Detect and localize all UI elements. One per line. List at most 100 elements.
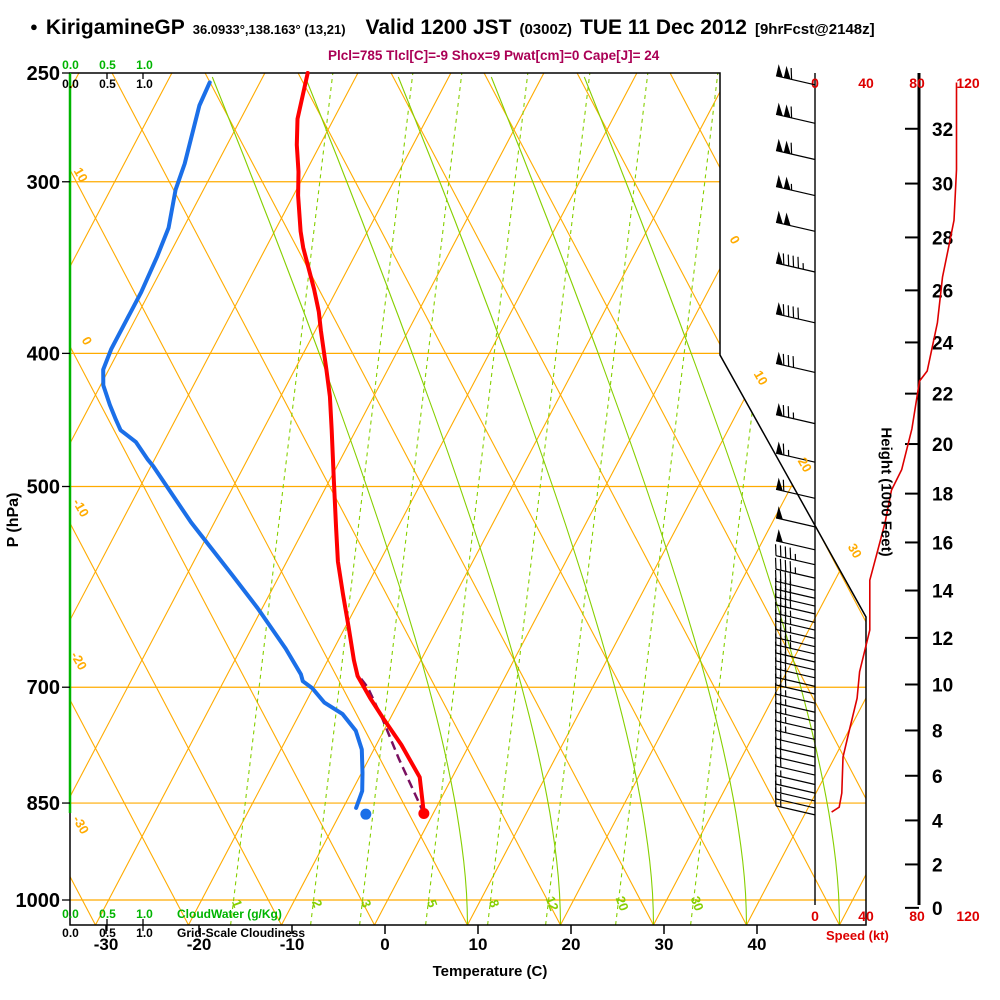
title-row: ● KirigamineGP 36.0933°,138.163° (13,21)…: [30, 16, 875, 40]
svg-text:10: 10: [469, 935, 488, 954]
valid-date: TUE 11 Dec 2012: [580, 16, 747, 39]
cloudwater-axis-label: CloudWater (g/Kg): [177, 907, 282, 921]
svg-text:10: 10: [932, 676, 953, 697]
temperature-axis-title: Temperature (C): [432, 963, 548, 980]
isotherm-label: 10: [751, 368, 771, 388]
svg-text:700: 700: [27, 677, 60, 699]
dry-adiabat-label: 10: [71, 165, 91, 185]
mixing-ratio-label: 1: [229, 897, 246, 909]
cloudwater-top-0: 0.0: [62, 58, 79, 72]
svg-text:22: 22: [932, 385, 953, 406]
dry-adiabat-label: 0: [79, 334, 96, 348]
valid-zulu: (0300Z): [519, 21, 572, 38]
cloudwater-bottom-0: 0.0: [62, 907, 79, 921]
cloudiness-axis-label: Grid-Scale Cloudiness: [177, 926, 306, 940]
background-grid: [70, 73, 866, 925]
svg-text:300: 300: [27, 172, 60, 194]
mixing-ratio-label: 3: [358, 897, 375, 909]
svg-text:0: 0: [380, 935, 389, 954]
cloudiness-top-0: 0.0: [62, 77, 79, 91]
mixing-ratio-label: 20: [613, 894, 632, 913]
pressure-axis-title: P (hPa): [5, 492, 22, 548]
svg-text:0: 0: [932, 899, 943, 920]
cloudwater-scale-top: 0.0 0.5 1.0: [52, 58, 163, 72]
svg-text:120: 120: [956, 908, 980, 924]
cloudiness-top-05: 0.5: [99, 77, 116, 91]
dry-adiabat-label: -30: [70, 813, 92, 837]
svg-text:0: 0: [811, 908, 819, 924]
temperature-curve: [294, 71, 426, 816]
dewpoint-curve: [101, 80, 365, 810]
surface-temperature-dot: [418, 807, 430, 819]
svg-text:80: 80: [909, 75, 925, 91]
svg-text:500: 500: [27, 477, 60, 499]
svg-text:30: 30: [932, 175, 953, 196]
isotherm-label: 0: [727, 233, 744, 247]
cloudwater-bottom-1: 1.0: [136, 907, 153, 921]
valid-time: Valid 1200 JST: [365, 16, 512, 39]
cloudiness-top-1: 1.0: [136, 77, 153, 91]
svg-text:400: 400: [27, 343, 60, 365]
isotherm-label: 30: [845, 541, 865, 561]
svg-text:30: 30: [655, 935, 674, 954]
speed-axis-title: Speed (kt): [826, 928, 889, 943]
svg-text:40: 40: [858, 908, 874, 924]
svg-text:120: 120: [956, 75, 980, 91]
svg-text:16: 16: [932, 533, 953, 554]
station-bullet-icon: ●: [30, 19, 38, 34]
svg-text:850: 850: [27, 793, 60, 815]
cloudiness-bottom-0: 0.0: [62, 926, 79, 940]
svg-text:0: 0: [811, 75, 819, 91]
svg-text:250: 250: [27, 63, 60, 85]
cloudwater-top-1: 1.0: [136, 58, 153, 72]
mixing-ratio-label: 2: [309, 897, 326, 909]
cloudiness-scale-top: 0.0 0.5 1.0: [52, 77, 163, 91]
svg-text:40: 40: [748, 935, 767, 954]
cloudwater-bottom-05: 0.5: [99, 907, 116, 921]
pressure-tick-labels: 250 300 400 500 700 850 1000: [16, 63, 70, 912]
cloudiness-bottom-05: 0.5: [99, 926, 116, 940]
temperature-tick-labels: -30 -20 -10 0 10 20 30 40: [94, 925, 767, 954]
svg-text:12: 12: [932, 629, 953, 650]
cloudiness-bottom-1: 1.0: [136, 926, 153, 940]
svg-text:-30: -30: [94, 935, 119, 954]
wind-barbs: [774, 64, 816, 816]
surface-dewpoint-dot: [360, 808, 372, 820]
svg-text:24: 24: [932, 333, 954, 354]
svg-text:2: 2: [932, 855, 943, 876]
svg-text:20: 20: [562, 935, 581, 954]
station-name: KirigamineGP: [45, 16, 185, 39]
cloudiness-scale-bottom: 0.0 0.5 1.0 Grid-Scale Cloudiness: [52, 926, 305, 940]
svg-text:1000: 1000: [16, 890, 61, 912]
svg-text:26: 26: [932, 281, 953, 302]
svg-text:80: 80: [909, 908, 925, 924]
station-coords: 36.0933°,138.163° (13,21): [192, 22, 346, 37]
svg-text:8: 8: [932, 721, 943, 742]
cloudwater-top-05: 0.5: [99, 58, 116, 72]
svg-text:20: 20: [932, 435, 953, 456]
svg-text:-20: -20: [187, 935, 212, 954]
mixing-ratio-label: 8: [486, 897, 503, 909]
sounding-indices: Plcl=785 Tlcl[C]=-9 Shox=9 Pwat[cm]=0 Ca…: [328, 48, 660, 63]
height-axis-title: Height (1000 Feet): [877, 427, 895, 557]
cloudwater-scale-bottom: 0.0 0.5 1.0 CloudWater (g/Kg): [52, 907, 282, 921]
dry-adiabat-label: -10: [70, 496, 92, 520]
isotherm-label: 20: [795, 455, 815, 475]
svg-text:32: 32: [932, 120, 953, 141]
plot-boundary: [69, 72, 867, 926]
svg-text:28: 28: [932, 228, 953, 249]
mixing-ratio-label: 5: [424, 897, 441, 909]
wind-speed-curve: [831, 82, 958, 813]
svg-text:6: 6: [932, 767, 943, 788]
mixing-ratio-label: 30: [688, 894, 707, 913]
forecast-tag: [9hrFcst@2148z]: [754, 21, 875, 38]
svg-text:18: 18: [932, 485, 953, 506]
svg-text:-10: -10: [280, 935, 305, 954]
svg-text:4: 4: [932, 811, 943, 832]
svg-text:14: 14: [932, 582, 954, 603]
mixing-ratio-label: 12: [543, 894, 562, 913]
